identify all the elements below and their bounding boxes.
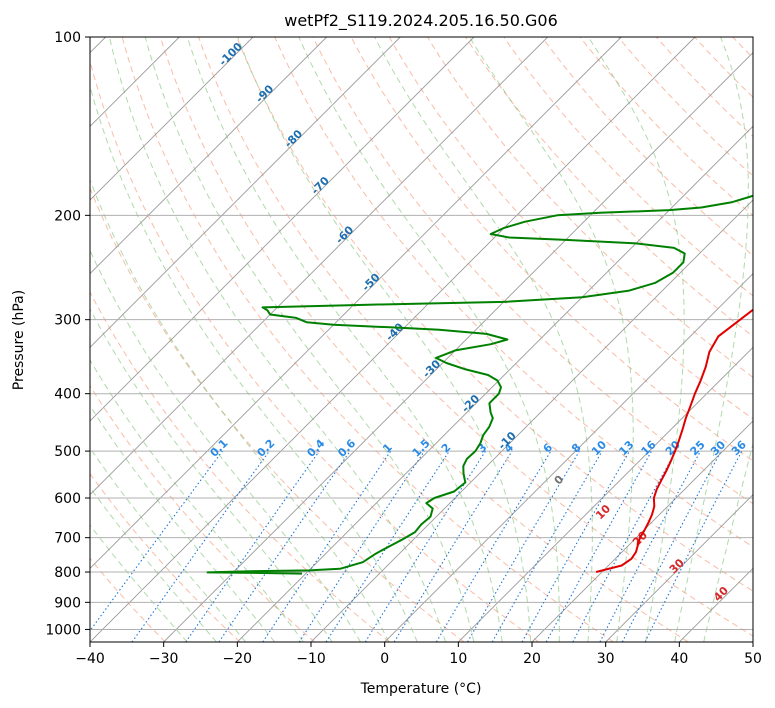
- dry-adiabat: [503, 37, 753, 297]
- x-tick-label: 0: [380, 651, 389, 667]
- moist-adiabat: [90, 447, 247, 642]
- dry-adiabat: [312, 37, 753, 505]
- dry-adiabat: [236, 37, 753, 592]
- mixing-ratio-line: [572, 450, 677, 642]
- dry-adiabat: [90, 291, 390, 642]
- moist-adiabat: [90, 524, 188, 642]
- y-tick-label: 1000: [45, 622, 81, 638]
- dry-adiabat: [121, 37, 614, 642]
- x-tick-label: 10: [449, 651, 467, 667]
- moist-adiabat: [108, 37, 446, 642]
- x-tick-label: 40: [670, 651, 688, 667]
- y-tick-label: 600: [54, 491, 81, 507]
- x-tick-label: −20: [223, 651, 253, 667]
- mixing-ratio-line: [298, 450, 425, 642]
- isotherm: [90, 37, 401, 348]
- isotherm: [531, 420, 753, 642]
- isotherm: [90, 37, 254, 201]
- dry-adiabat: [159, 37, 689, 642]
- moist-adiabat: [674, 37, 749, 642]
- dry-adiabat: [90, 59, 540, 642]
- moist-adiabat: [90, 178, 390, 642]
- isotherm: [310, 199, 753, 642]
- y-tick-label: 300: [54, 313, 81, 329]
- moist-adiabat: [144, 37, 475, 642]
- dry-adiabat: [426, 37, 753, 379]
- y-axis-label: Pressure (hPa): [11, 290, 27, 390]
- moist-adiabat: [703, 441, 753, 642]
- x-tick-label: 30: [597, 651, 615, 667]
- y-tick-label: 800: [54, 565, 81, 581]
- dry-adiabat: [350, 37, 753, 462]
- mixing-ratio-line: [90, 450, 223, 632]
- y-tick-label: 500: [54, 444, 81, 460]
- y-tick-label: 100: [54, 30, 81, 46]
- mixing-ratio-line: [262, 450, 392, 642]
- x-tick-label: 20: [523, 651, 541, 667]
- mixing-ratio-line: [393, 450, 513, 642]
- isotherm: [90, 37, 622, 569]
- dry-adiabat: [90, 384, 316, 642]
- isotherm: [458, 346, 753, 642]
- y-tick-label: 200: [54, 208, 81, 224]
- profiles: [206, 194, 753, 575]
- moist-adiabat: [90, 358, 304, 642]
- x-tick-label: 50: [744, 651, 762, 667]
- mixing-ratio-line: [644, 450, 743, 642]
- isotherm: [90, 37, 696, 642]
- mixing-ratio-line: [545, 450, 653, 642]
- chart-title: wetPf2_S119.2024.205.16.50.G06: [284, 11, 558, 31]
- isotherm: [90, 37, 548, 496]
- x-tick-label: −40: [75, 651, 105, 667]
- dry-adiabat: [90, 472, 241, 642]
- mixing-ratio-line: [521, 450, 630, 642]
- isotherm: [90, 37, 475, 422]
- mixing-ratio-line: [218, 450, 351, 642]
- moist-adiabat: [90, 404, 275, 642]
- isotherm: [384, 273, 753, 642]
- moist-adiabat: [90, 308, 333, 642]
- isotherm: [90, 37, 327, 275]
- temperature-profile: [595, 308, 753, 573]
- isotherm: [605, 494, 753, 642]
- mixing-ratio-line: [325, 450, 450, 642]
- moist-adiabat: [298, 37, 560, 642]
- moist-adiabat: [374, 37, 593, 642]
- x-axis-label: Temperature (°C): [360, 681, 482, 697]
- moist-adiabat: [90, 84, 418, 642]
- dry-adiabat: [465, 37, 753, 338]
- isotherm: [237, 125, 753, 642]
- mixing-ratio-line: [185, 450, 320, 642]
- dry-adiabat: [388, 37, 753, 420]
- isotherms: [90, 37, 753, 642]
- moist-adiabat: [186, 37, 503, 642]
- isotherm: [163, 52, 753, 642]
- x-tick-label: −10: [296, 651, 326, 667]
- dewpoint-profile: [206, 194, 753, 575]
- y-tick-label: 400: [54, 387, 81, 403]
- plot-frame: [89, 36, 754, 643]
- x-axis: −40 −30 −20 −10 0 10 20 30 40 50: [75, 642, 762, 667]
- moist-adiabat: [587, 37, 685, 642]
- dry-adiabat: [90, 186, 465, 642]
- x-tick-label: −30: [149, 651, 179, 667]
- mixing-ratio-line: [131, 450, 270, 642]
- mixing-ratio-lines: [90, 450, 743, 642]
- pressure-gridlines: [90, 37, 753, 630]
- dry-adiabat: [274, 37, 753, 548]
- y-tick-label: 900: [54, 595, 81, 611]
- y-axis: 100 200 300 400 500 600 700 800 900 1000: [45, 30, 90, 638]
- y-tick-label: 700: [54, 531, 81, 547]
- moist-adiabat: [90, 486, 217, 642]
